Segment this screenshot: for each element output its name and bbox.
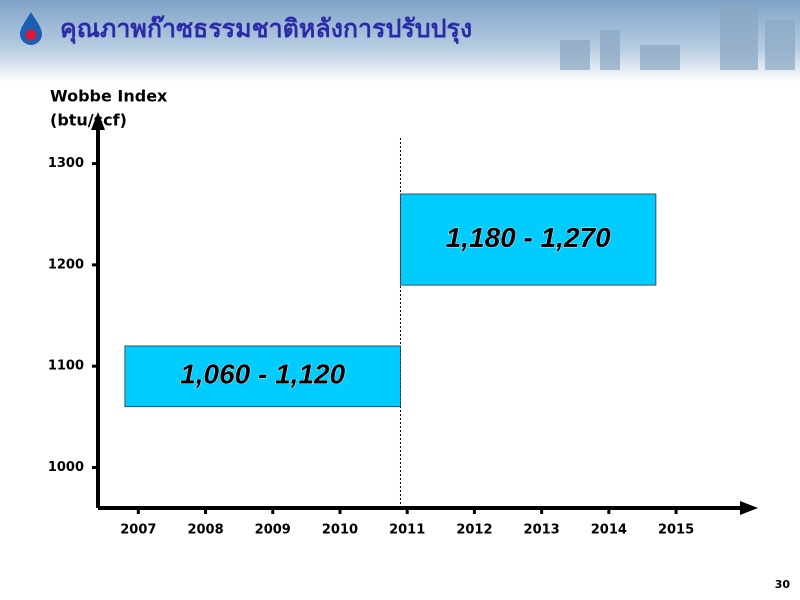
x-tick-label: 2013 [524, 523, 560, 538]
x-tick-label: 2007 [120, 523, 156, 538]
x-tick-label: 2010 [322, 523, 358, 538]
logo [20, 12, 42, 45]
x-axis-arrow [740, 501, 758, 515]
x-tick-label: 2009 [255, 523, 291, 538]
x-tick-label: 2015 [658, 523, 694, 538]
y-tick-label: 1300 [48, 156, 84, 171]
skyline [560, 5, 795, 70]
y-tick-label: 1000 [48, 460, 84, 475]
y-tick-label: 1100 [48, 359, 84, 374]
slide-title: คุณภาพก๊าซธรรมชาติหลังการปรับปรุง [60, 14, 472, 45]
x-tick-label: 2011 [389, 523, 425, 538]
range-label: 1,180 - 1,270 [446, 222, 611, 253]
logo-dot [25, 29, 37, 41]
y-axis-title: (btu/scf) [50, 111, 127, 130]
range-bar [124, 345, 401, 408]
x-tick-label: 2014 [591, 523, 627, 538]
x-tick-label: 2012 [456, 523, 492, 538]
y-tick-label: 1200 [48, 257, 84, 272]
range-bar [400, 193, 657, 286]
y-axis-title: Wobbe Index [50, 87, 168, 106]
page-number: 30 [775, 578, 791, 591]
x-tick-label: 2008 [187, 523, 223, 538]
range-label: 1,060 - 1,120 [180, 359, 345, 390]
y-axis-arrow [91, 112, 105, 130]
